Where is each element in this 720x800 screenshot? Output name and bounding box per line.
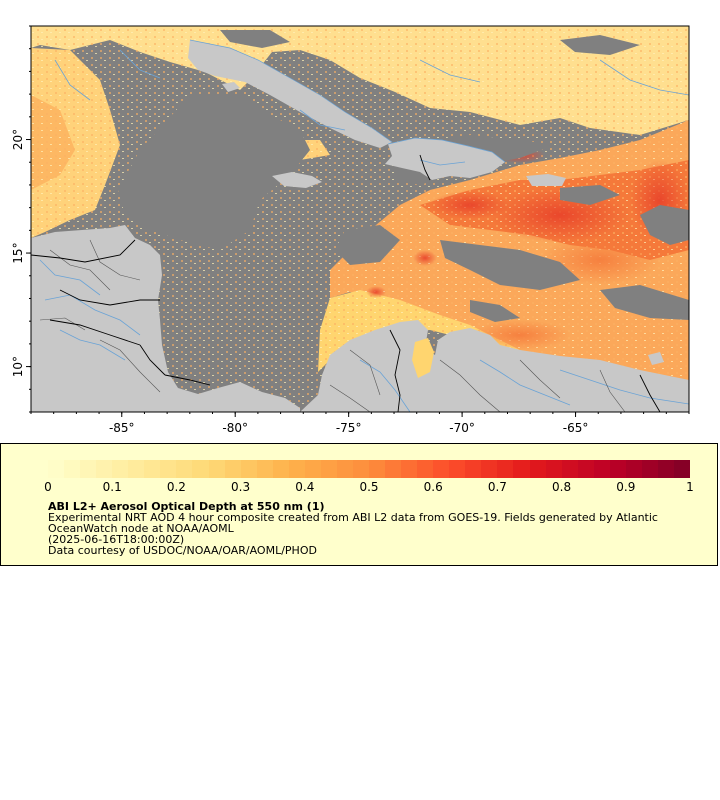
lon-tick-label: -70° xyxy=(449,421,475,435)
colorbar-segment xyxy=(96,460,113,478)
legend-credit: Data courtesy of USDOC/NOAA/OAR/AOML/PHO… xyxy=(48,544,317,557)
colorbar-segment xyxy=(336,460,354,478)
lon-tick-label: -85° xyxy=(109,421,135,435)
aod-map[interactable]: -85° -80° -75° -70° -65° 10° 15° 20° xyxy=(0,0,720,440)
land-jamaica xyxy=(272,172,322,188)
colorbar-segment xyxy=(673,460,691,478)
colorbar-segment xyxy=(224,460,242,478)
lat-tick-label: 20° xyxy=(11,129,25,150)
colorbar-segment xyxy=(657,460,675,478)
colorbar-segment xyxy=(176,460,193,478)
colorbar-segment xyxy=(417,460,434,478)
colorbar-segment xyxy=(192,460,209,478)
map-border xyxy=(30,25,690,413)
legend-timestamp: (2025-06-16T18:00:00Z) xyxy=(48,533,185,546)
axis-ticks: -85° -80° -75° -70° -65° 10° 15° 20° xyxy=(11,25,690,435)
colorbar-segment xyxy=(112,460,129,478)
colorbar xyxy=(48,460,691,478)
colorbar-segment xyxy=(160,460,177,478)
legend-description-line-2: OceanWatch node at NOAA/AOML xyxy=(48,522,234,535)
land-puerto-rico xyxy=(526,174,566,186)
colorbar-segment xyxy=(272,460,290,478)
land-cuba xyxy=(188,40,392,148)
colorbar-tick-label: 0.3 xyxy=(231,480,251,494)
colorbar-segment xyxy=(240,460,258,478)
colorbar-segment xyxy=(128,460,145,478)
colorbar-segment xyxy=(64,460,81,478)
country-borders xyxy=(31,154,661,412)
lat-tick-label: 15° xyxy=(11,242,25,263)
colorbar-segment xyxy=(48,460,65,478)
colorbar-segment xyxy=(369,460,386,478)
colorbar-segment xyxy=(577,460,595,478)
colorbar-segment xyxy=(208,460,226,478)
colorbar-tick-label: 1 xyxy=(686,480,694,494)
colorbar-segment xyxy=(481,460,498,478)
land-hispaniola xyxy=(385,138,505,180)
colorbar-tick-label: 0.8 xyxy=(552,480,572,494)
legend-text: ABI L2+ Aerosol Optical Depth at 550 nm … xyxy=(48,501,698,556)
colorbar-segment xyxy=(593,460,611,478)
colorbar-tick-label: 0.5 xyxy=(359,480,379,494)
land xyxy=(31,40,689,412)
colorbar-tick-label: 0.1 xyxy=(102,480,122,494)
colorbar-segment xyxy=(529,460,547,478)
colorbar-segment xyxy=(497,460,514,478)
colorbar-segment xyxy=(320,460,338,478)
colorbar-segment xyxy=(609,460,627,478)
colorbar-segment xyxy=(433,460,450,478)
colorbar-segment xyxy=(561,460,579,478)
legend-panel: 0 0.1 0.2 0.3 0.4 0.5 0.6 0.7 0.8 0.9 1 ABI L2+ Ae… xyxy=(0,443,718,566)
colorbar-segment xyxy=(256,460,274,478)
legend-title: ABI L2+ Aerosol Optical Depth at 550 nm … xyxy=(48,500,325,513)
map-layers xyxy=(31,26,689,412)
colorbar-segment xyxy=(625,460,643,478)
colorbar-segment xyxy=(304,460,322,478)
colorbar-tick-label: 0.9 xyxy=(616,480,636,494)
colorbar-segment xyxy=(352,460,370,478)
colorbar-segment xyxy=(144,460,161,478)
colorbar-segment xyxy=(401,460,418,478)
legend-description-line-1: Experimental NRT AOD 4 hour composite cr… xyxy=(48,511,658,524)
colorbar-segment xyxy=(80,460,97,478)
land-central-america xyxy=(31,225,300,412)
lon-tick-label: -65° xyxy=(563,421,589,435)
colorbar-tick-label: 0.2 xyxy=(166,480,186,494)
lon-tick-label: -75° xyxy=(336,421,362,435)
lon-tick-label: -80° xyxy=(222,421,248,435)
rivers xyxy=(39,49,689,412)
colorbar-tick-label: 0.7 xyxy=(487,480,507,494)
colorbar-segment xyxy=(513,460,530,478)
colorbar-segment xyxy=(288,460,306,478)
coastlines xyxy=(189,39,506,163)
map-frame: -85° -80° -75° -70° -65° 10° 15° 20° xyxy=(0,0,720,440)
lat-tick-label: 10° xyxy=(11,356,25,377)
colorbar-segment xyxy=(465,460,482,478)
colorbar-segment xyxy=(641,460,659,478)
colorbar-segment xyxy=(545,460,563,478)
colorbar-tick-label: 0.4 xyxy=(295,480,315,494)
land-south-america xyxy=(300,320,689,412)
colorbar-tick-label: 0.6 xyxy=(423,480,443,494)
admin-lines xyxy=(39,239,626,412)
colorbar-segment xyxy=(385,460,402,478)
colorbar-segment xyxy=(449,460,466,478)
colorbar-tick-label: 0 xyxy=(44,480,52,494)
